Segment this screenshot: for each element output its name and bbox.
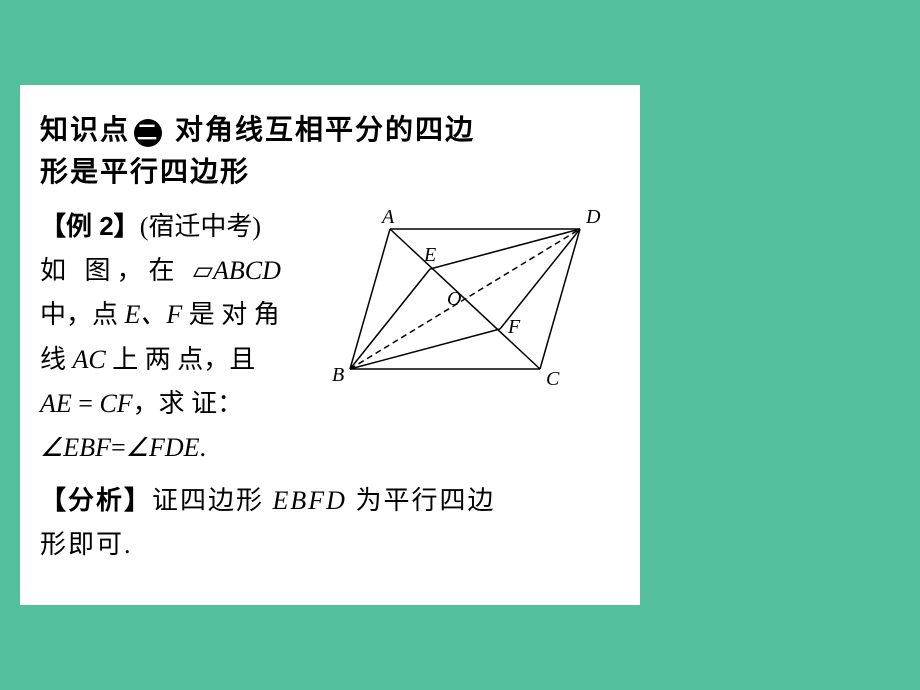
line2a: 中，点	[40, 300, 125, 329]
content-box: 知识点二 对角线互相平分的四边 形是平行四边形 【例 2】(宿迁中考) 如 图，…	[20, 85, 640, 605]
example-line1: 如 图，在	[40, 256, 193, 285]
analysis-math: EBFD	[273, 486, 347, 515]
line2c: 是 对 角	[182, 300, 280, 329]
title-text-2: 形是平行四边形	[40, 157, 250, 188]
line3b: AC	[73, 345, 106, 374]
example-source: (宿迁中考)	[140, 212, 261, 241]
line4c: CF	[99, 389, 132, 418]
example-text: 【例 2】(宿迁中考) 如 图，在 ▱ABCD 中，点 E、F 是 对 角 线 …	[40, 204, 340, 470]
svg-text:C: C	[546, 368, 560, 390]
title-text-1: 对角线互相平分的四边	[175, 115, 475, 146]
analysis-text2: 为平行四边	[347, 486, 496, 515]
analysis-label: 【分析】	[40, 485, 152, 515]
line5d: .	[200, 433, 207, 462]
line4b: =	[72, 389, 100, 418]
knowledge-point-title: 知识点二 对角线互相平分的四边 形是平行四边形	[40, 110, 620, 194]
shape-label: ABCD	[213, 256, 281, 285]
svg-text:A: A	[380, 206, 395, 228]
line4a: AE	[40, 389, 72, 418]
title-prefix: 知识点	[40, 115, 130, 146]
circle-number-icon: 二	[134, 119, 162, 147]
svg-text:F: F	[507, 316, 521, 338]
svg-text:E: E	[423, 244, 436, 266]
line4d: ，求 证：	[133, 389, 244, 418]
line5a: ∠EBF	[40, 433, 111, 462]
svg-text:O: O	[447, 288, 461, 310]
line3a: 线	[40, 345, 73, 374]
example-body: 【例 2】(宿迁中考) 如 图，在 ▱ABCD 中，点 E、F 是 对 角 线 …	[40, 204, 620, 470]
analysis-text3: 形即可.	[40, 530, 133, 559]
line5b: =	[111, 433, 126, 462]
parallelogram-symbol: ▱	[193, 256, 213, 285]
example-label: 【例 2】	[40, 211, 140, 241]
svg-text:B: B	[332, 364, 344, 386]
line2b: E、F	[125, 300, 183, 329]
line3c: 上 两 点，且	[106, 345, 256, 374]
analysis-section: 【分析】证四边形 EBFD 为平行四边 形即可.	[40, 478, 620, 567]
geometry-diagram: A D B C E F O	[330, 204, 610, 404]
analysis-text1: 证四边形	[152, 486, 273, 515]
svg-text:D: D	[585, 206, 601, 228]
line5c: ∠FDE	[126, 433, 200, 462]
